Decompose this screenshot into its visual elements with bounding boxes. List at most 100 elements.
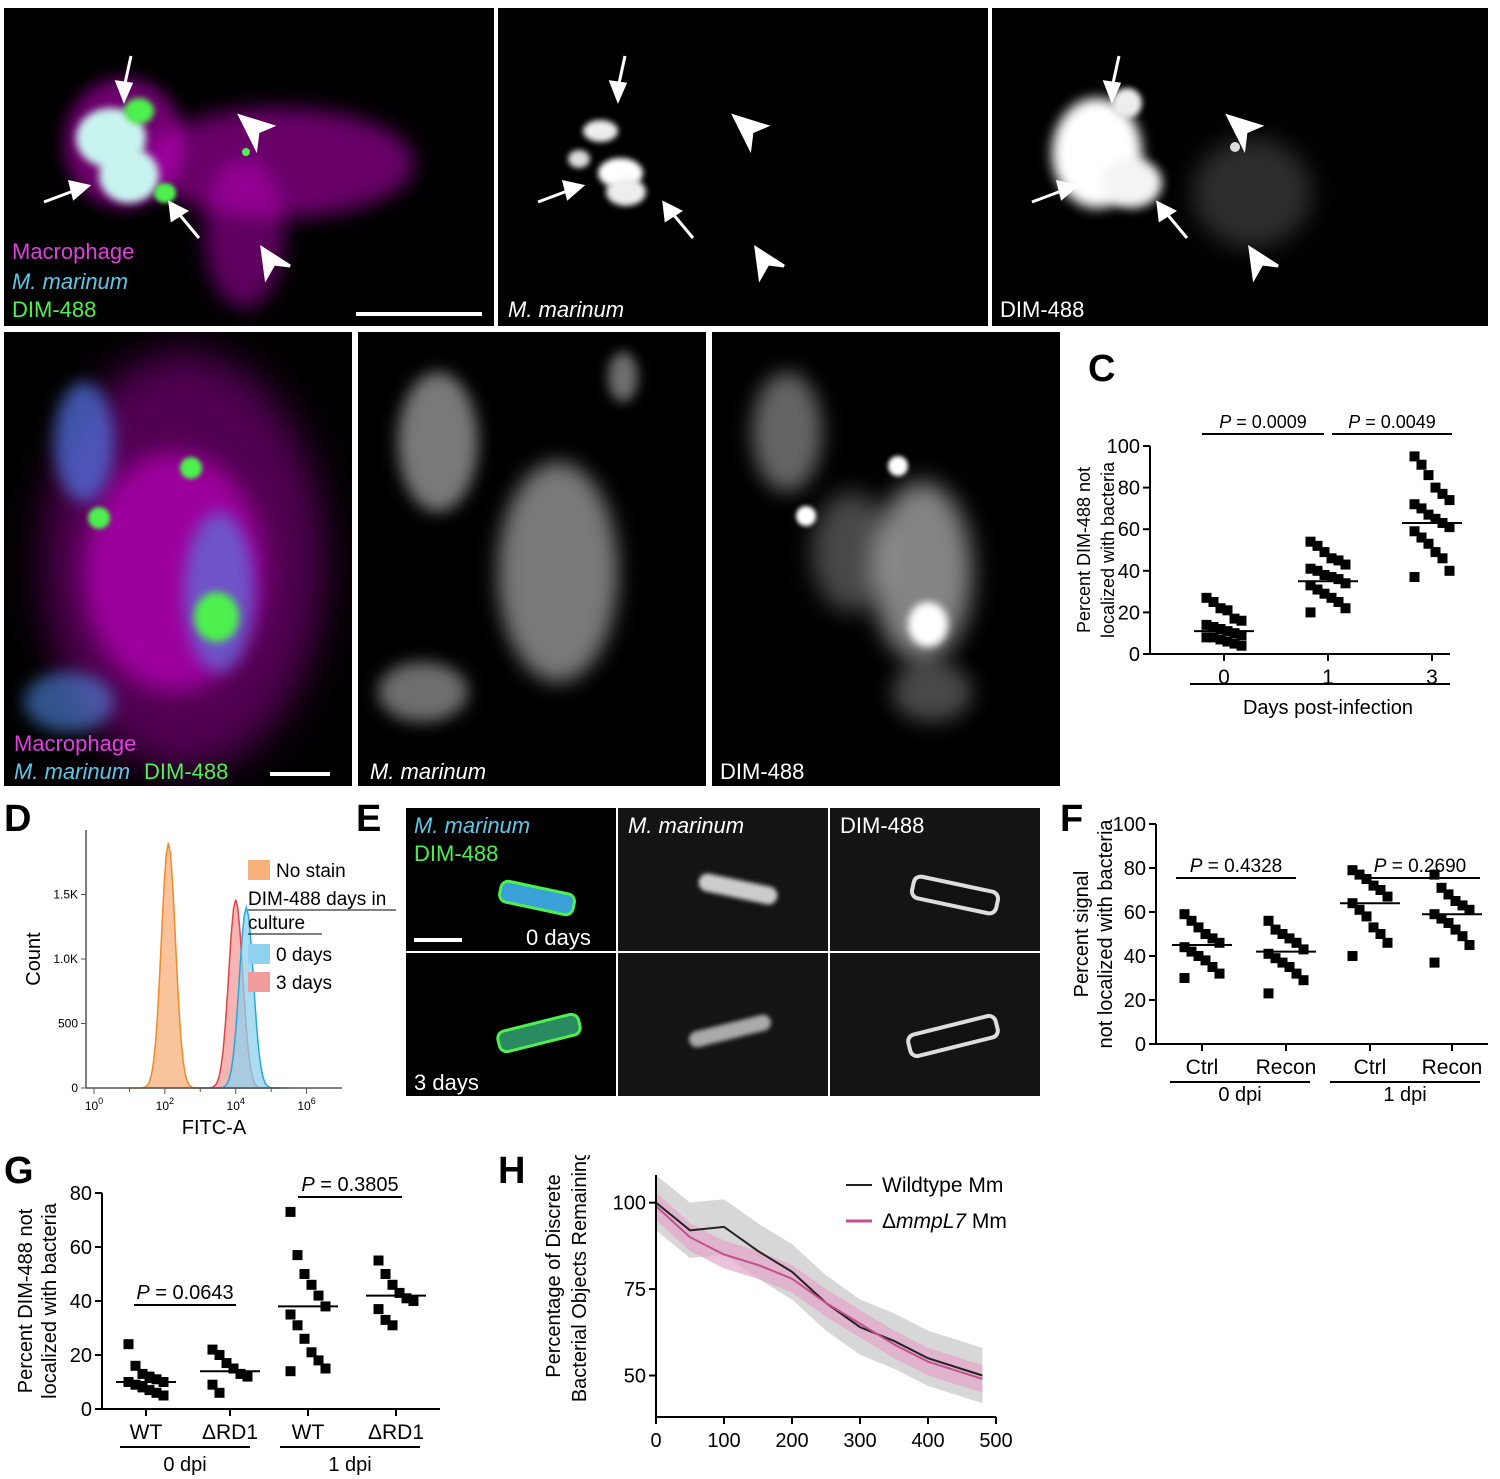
scale-bar: [270, 772, 330, 776]
data-point: [1312, 565, 1323, 576]
data-point: [1270, 924, 1281, 935]
data-point: [1444, 565, 1455, 576]
data-point: [1305, 536, 1316, 547]
data-point: [1409, 572, 1420, 583]
data-point: [1201, 632, 1212, 643]
panel-b-merge-image: Macrophage M. marinum DIM-488: [4, 332, 352, 786]
data-point: [1347, 865, 1358, 876]
data-point: [299, 1269, 310, 1279]
panel-e-row2-label: 3 days: [414, 1070, 479, 1095]
panel-e-label-mmarinum: M. marinum: [414, 813, 531, 838]
data-point: [1263, 988, 1274, 999]
y-tick-label: 60: [1124, 902, 1146, 924]
data-point: [1215, 603, 1226, 614]
data-point: [1436, 913, 1447, 924]
y-tick-label: 60: [70, 1237, 92, 1259]
data-point: [1222, 605, 1233, 616]
data-point: [387, 1279, 398, 1290]
panel-label-c: C: [1088, 348, 1116, 390]
y-axis-label: localized with bacteria: [39, 1202, 61, 1399]
y-axis-label: Bacterial Objects Remaining: [569, 1155, 591, 1402]
legend-label: 3 days: [276, 973, 332, 994]
y-axis-label: Percent signal: [1071, 871, 1093, 998]
y-axis-label: Percent DIM-488 not: [15, 1208, 37, 1393]
y-tick-label: 50: [624, 1366, 646, 1388]
panel-label-e: E: [356, 798, 382, 840]
y-tick-label: 80: [70, 1183, 92, 1205]
data-point: [285, 1366, 296, 1377]
data-point: [1409, 451, 1420, 462]
data-point: [1375, 929, 1386, 939]
data-point: [1382, 891, 1393, 902]
x-tick-label: WT: [130, 1421, 163, 1444]
panel-b-label-macrophage: Macrophage: [14, 731, 137, 756]
y-tick-label: 40: [1118, 561, 1140, 583]
legend-label: No stain: [276, 861, 346, 882]
panel-b-ch3-label: DIM-488: [720, 759, 805, 784]
data-point: [285, 1206, 296, 1217]
data-point: [235, 1368, 246, 1379]
y-tick-label: 1.5K: [53, 888, 78, 902]
x-tick-label: WT: [292, 1421, 325, 1444]
data-point: [1326, 592, 1337, 603]
y-tick-label: 75: [624, 1279, 646, 1301]
p-value-label: P = 0.0009: [1219, 412, 1307, 432]
data-point: [1333, 555, 1344, 566]
data-point: [1423, 509, 1434, 520]
y-axis-label: localized with bacteria: [1098, 461, 1118, 638]
data-point: [1354, 869, 1365, 880]
panel-a-ch2-label: M. marinum: [508, 297, 625, 322]
data-point: [1457, 900, 1468, 911]
y-tick-label: 40: [1124, 946, 1146, 968]
data-point: [151, 1387, 162, 1398]
data-point: [1305, 607, 1316, 618]
data-point: [151, 1374, 162, 1385]
data-point: [1326, 553, 1337, 564]
data-point: [1186, 946, 1197, 957]
legend-label: ΔmmpL7 Mm: [882, 1210, 1007, 1233]
x-tick-label: 106: [297, 1096, 315, 1113]
data-point: [137, 1382, 148, 1393]
data-point: [1423, 470, 1434, 481]
y-tick-label: 20: [70, 1345, 92, 1367]
panel-e-row1-label: 0 days: [526, 925, 591, 950]
x-tick-label: 1: [1322, 666, 1334, 689]
chart-d: 0 500 1.0K 1.5K 100 102 104 106 Count FITC-A No st…: [23, 830, 396, 1139]
data-point: [1200, 955, 1211, 966]
x-tick-label: 0: [650, 1430, 661, 1452]
x-axis-label: FITC-A: [182, 1117, 247, 1139]
panel-e-col2-label: M. marinum: [628, 813, 745, 838]
x-tick-label: 0: [1218, 666, 1230, 689]
chart-g: 0 20 40 60 80 Percent DIM-488 not localized wi…: [15, 1174, 440, 1475]
data-point: [401, 1293, 412, 1304]
y-tick-label: 0: [1129, 644, 1140, 666]
panel-b-ch2-label: M. marinum: [370, 759, 487, 784]
data-point: [313, 1290, 324, 1301]
data-point: [1207, 962, 1218, 972]
legend-label: Wildtype Mm: [882, 1174, 1003, 1197]
data-point: [1333, 574, 1344, 585]
arrows-overlay: [43, 55, 291, 283]
data-point: [1423, 538, 1434, 549]
data-point: [1270, 953, 1281, 964]
x-tick-label: 300: [843, 1430, 876, 1452]
data-point: [1229, 613, 1240, 624]
data-point: [1464, 904, 1475, 915]
chart-f: 0 20 40 60 80 100 Percent signal not localized …: [1071, 814, 1488, 1106]
data-point: [144, 1371, 155, 1382]
data-point: [380, 1314, 391, 1325]
panel-a-label-macrophage: Macrophage: [12, 239, 135, 264]
data-point: [1236, 615, 1247, 626]
y-tick-label: 20: [1118, 602, 1140, 624]
x-tick-label: 100: [707, 1430, 740, 1452]
data-point: [1215, 634, 1226, 645]
y-axis-label: Count: [23, 932, 45, 986]
data-point: [1457, 931, 1468, 942]
data-point: [1319, 588, 1330, 599]
data-point: [1319, 569, 1330, 580]
data-point: [1340, 578, 1351, 589]
data-point: [380, 1269, 391, 1279]
data-point: [313, 1355, 324, 1366]
panel-a-mmarinum-image: M. marinum: [498, 8, 988, 326]
data-point: [137, 1368, 148, 1379]
